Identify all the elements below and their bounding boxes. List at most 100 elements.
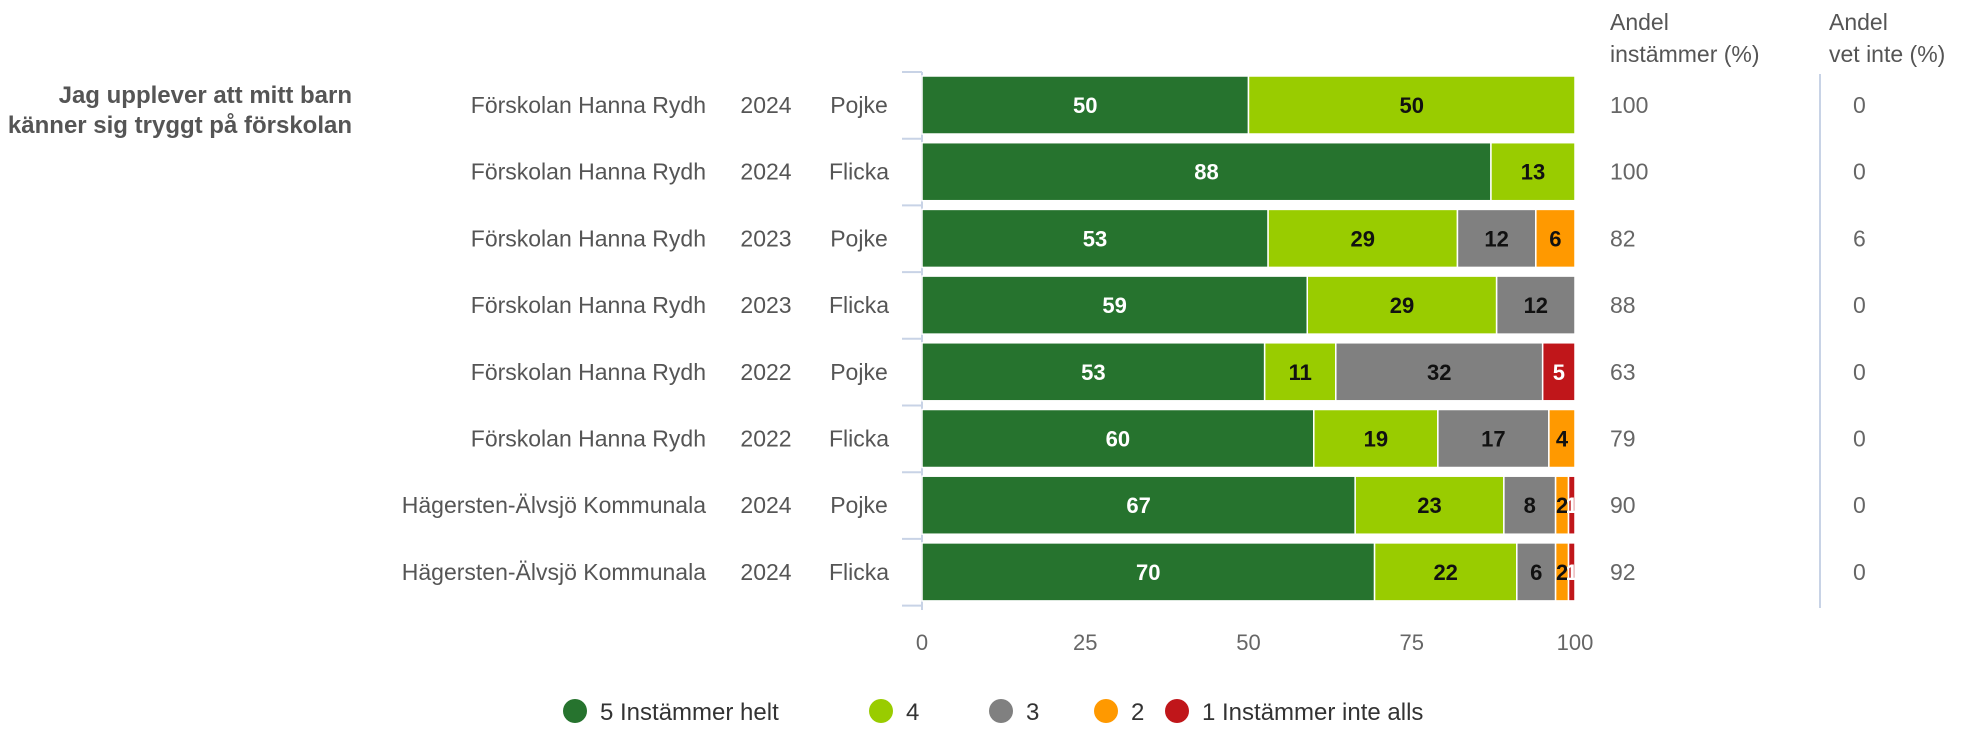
legend-item[interactable]: 5 Instämmer helt — [563, 699, 779, 726]
legend-item[interactable]: 1 Instämmer inte alls — [1165, 699, 1423, 726]
bar-segment — [1567, 542, 1576, 602]
bar-segment — [1495, 275, 1576, 335]
question-label-line-1: Jag upplever att mitt barn — [59, 82, 352, 109]
bar-data-label: 2 — [1556, 560, 1568, 585]
bar-data-label: 0 — [1578, 293, 1590, 318]
chart-row: Hägersten-Älvsjö Kommunala 2024 Flicka 70 22… — [402, 542, 1866, 602]
bar-data-label: 12 — [1484, 226, 1508, 251]
legend-marker — [869, 699, 893, 723]
bar-segment — [1267, 208, 1459, 269]
y-axis-ticks — [902, 71, 922, 607]
bar-data-label: 4 — [1556, 427, 1569, 452]
bar-segment — [1535, 208, 1576, 269]
instammer-value: 82 — [1610, 225, 1636, 251]
bar-segment — [1313, 408, 1439, 469]
x-tick-label: 100 — [1557, 630, 1594, 655]
legend-item[interactable]: 4 — [869, 699, 919, 726]
bar-data-label: 8 — [1524, 493, 1536, 518]
instammer-value: 88 — [1610, 292, 1636, 318]
bar-segment — [921, 408, 1315, 469]
row-gender-label: Flicka — [829, 159, 889, 185]
instammer-value: 79 — [1610, 426, 1636, 452]
question-label-line-2: känner sig tryggt på förskolan — [8, 112, 352, 139]
x-tick-label: 75 — [1400, 630, 1424, 655]
row-school-label: Förskolan Hanna Rydh — [471, 292, 706, 318]
row-year-label: 2024 — [740, 159, 791, 185]
row-year-label: 2024 — [740, 559, 791, 585]
chart-row: Förskolan Hanna Rydh 2023 Flicka 59 29 12 0 88 0 — [471, 275, 1866, 335]
row-gender-label: Pojke — [830, 492, 888, 518]
bar-data-label: 70 — [1136, 560, 1160, 585]
bar-data-label: 0 — [1578, 93, 1590, 118]
instammer-header-line-2: instämmer (%) — [1610, 41, 1760, 67]
bar-data-label: 53 — [1081, 360, 1105, 385]
legend-item[interactable]: 3 — [989, 699, 1039, 726]
instammer-value: 100 — [1610, 92, 1648, 118]
bar-segment — [1548, 408, 1576, 469]
bar-data-label: 0 — [1578, 427, 1590, 452]
bar-data-label: 50 — [1400, 93, 1424, 118]
bar-segment — [1306, 275, 1498, 335]
row-gender-label: Flicka — [829, 559, 889, 585]
row-school-label: Förskolan Hanna Rydh — [471, 92, 706, 118]
legend-marker — [989, 699, 1013, 723]
bar-segment — [1567, 475, 1576, 535]
legend-label: 1 Instämmer inte alls — [1202, 699, 1423, 726]
bar-data-label: 6 — [1549, 226, 1561, 251]
bar-segment — [1541, 342, 1576, 402]
row-year-label: 2023 — [740, 292, 791, 318]
column-headers: Andel instämmer (%) Andel vet inte (%) — [1610, 9, 1945, 67]
bar-segment — [1247, 75, 1576, 135]
bar-data-label: 53 — [1083, 226, 1107, 251]
legend-label: 2 — [1131, 699, 1144, 726]
bar-segment — [1456, 208, 1537, 269]
row-school-label: Förskolan Hanna Rydh — [471, 225, 706, 251]
legend-item[interactable]: 2 — [1094, 699, 1144, 726]
legend-label: 4 — [906, 699, 919, 726]
vet-inte-value: 6 — [1853, 225, 1866, 251]
chart-row: Förskolan Hanna Rydh 2022 Pojke 53 11 32 5 63 0 — [471, 342, 1866, 402]
instammer-value: 90 — [1610, 492, 1636, 518]
row-gender-label: Pojke — [830, 359, 888, 385]
bar-segment — [921, 275, 1309, 335]
bar-data-label: 17 — [1481, 427, 1505, 452]
vet-inte-value: 0 — [1853, 292, 1866, 318]
vet-inte-header-line-2: vet inte (%) — [1829, 41, 1945, 67]
vet-inte-value: 0 — [1853, 359, 1866, 385]
bar-data-label: 1 — [1566, 560, 1578, 585]
bar-segment — [921, 475, 1356, 535]
legend-marker — [1094, 699, 1118, 723]
bar-data-label: 29 — [1351, 226, 1375, 251]
question-label: Jag upplever att mitt barn känner sig tr… — [8, 82, 352, 139]
row-gender-label: Flicka — [829, 292, 889, 318]
chart-rows: Förskolan Hanna Rydh 2024 Pojke 50 50 0 100 0Fö… — [402, 75, 1866, 602]
chart-row: Förskolan Hanna Rydh 2024 Flicka 88 13 0 100 0 — [471, 141, 1866, 202]
row-school-label: Förskolan Hanna Rydh — [471, 426, 706, 452]
x-tick-label: 25 — [1073, 630, 1097, 655]
bar-data-label: 1 — [1566, 493, 1578, 518]
vet-inte-header-line-1: Andel — [1829, 9, 1888, 35]
row-school-label: Förskolan Hanna Rydh — [471, 159, 706, 185]
instammer-value: 100 — [1610, 159, 1648, 185]
row-gender-label: Pojke — [830, 92, 888, 118]
bar-segment — [1437, 408, 1550, 469]
vet-inte-value: 0 — [1853, 492, 1866, 518]
bar-data-label: 59 — [1102, 293, 1126, 318]
bar-segment — [1263, 342, 1337, 402]
row-year-label: 2023 — [740, 225, 791, 251]
bar-data-label: 50 — [1073, 93, 1097, 118]
vet-inte-value: 0 — [1853, 92, 1866, 118]
legend-marker — [563, 699, 587, 723]
row-year-label: 2022 — [740, 426, 791, 452]
legend: 5 Instämmer helt 4 3 2 1 Instämmer inte alls — [563, 699, 1423, 726]
legend-label: 5 Instämmer helt — [600, 699, 779, 726]
row-year-label: 2024 — [740, 492, 791, 518]
chart-row: Förskolan Hanna Rydh 2022 Flicka 60 19 17 4 0 79… — [471, 408, 1866, 469]
bar-segment — [1373, 542, 1518, 602]
bar-data-label: 88 — [1194, 160, 1218, 185]
bar-segment — [1490, 141, 1576, 202]
bar-segment — [1503, 475, 1557, 535]
vet-inte-value: 0 — [1853, 159, 1866, 185]
chart-row: Hägersten-Älvsjö Kommunala 2024 Pojke 67 23 8… — [402, 475, 1866, 535]
